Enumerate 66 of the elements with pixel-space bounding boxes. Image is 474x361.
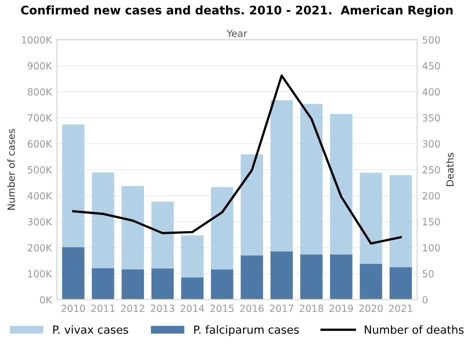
y-tick-label: 200K	[28, 244, 52, 252]
bar	[300, 254, 323, 300]
y2-tick-label: 250	[422, 166, 440, 174]
y-tick-label: 1000K	[22, 36, 52, 44]
bar	[270, 252, 293, 300]
x-tick-label: 2020	[359, 304, 383, 312]
y-axis-title: Number of cases	[7, 129, 15, 210]
x-tick-label: 2012	[121, 304, 144, 312]
bar	[122, 186, 144, 270]
x-tick-label: 2016	[240, 304, 264, 312]
bar	[92, 172, 114, 268]
legend-label: Number of deaths	[364, 325, 464, 334]
bar	[390, 267, 412, 300]
x-tick-label: 2015	[210, 304, 234, 312]
bar	[240, 154, 264, 256]
y-tick-label: 500K	[28, 166, 52, 174]
bar	[360, 264, 382, 300]
y-tick-label: 400K	[28, 192, 52, 200]
y2-tick-label: 500	[422, 36, 440, 44]
x-tick-label: 2010	[62, 304, 85, 312]
y2-tick-label: 150	[423, 218, 440, 226]
legend-label: P. vivax cases	[53, 325, 128, 334]
y-tick-label: 700K	[28, 114, 52, 122]
x-axis-title: Year	[226, 30, 248, 38]
bar	[181, 235, 204, 278]
bar	[300, 104, 323, 254]
x-tick-label: 2018	[300, 304, 324, 312]
y2-axis-title: Deaths	[446, 152, 454, 186]
bar	[240, 255, 264, 300]
legend-label: P. falciparum cases	[194, 325, 299, 336]
bar	[62, 247, 84, 300]
x-tick-label: 2014	[180, 304, 204, 312]
y-tick-label: 600K	[28, 140, 52, 148]
bar	[122, 269, 144, 300]
bar	[92, 268, 114, 300]
x-tick-label: 2019	[330, 304, 353, 312]
y2-tick-label: 450	[422, 62, 440, 70]
y-tick-label: 100K	[28, 270, 52, 278]
y2-tick-label: 50	[422, 270, 434, 278]
bar	[62, 124, 84, 248]
x-tick-label: 2011	[91, 304, 114, 312]
y2-tick-label: 400	[422, 88, 440, 96]
bar	[151, 268, 174, 300]
y2-tick-label: 350	[422, 114, 440, 122]
bar	[330, 254, 352, 300]
y-tick-label: 0K	[40, 296, 52, 304]
y2-tick-label: 0	[422, 296, 428, 304]
bar	[210, 187, 234, 270]
y-tick-label: 900K	[28, 62, 52, 70]
bar	[210, 269, 234, 300]
line-series	[72, 74, 402, 245]
bar	[330, 114, 352, 254]
y2-tick-label: 300	[422, 140, 440, 148]
y2-tick-label: 100	[423, 244, 440, 252]
bar	[390, 175, 412, 268]
y2-tick-label: 200	[422, 192, 440, 200]
chart-title: Confirmed new cases and deaths. 2010 - 2021. American Region	[21, 5, 453, 17]
x-tick-label: 2021	[389, 304, 412, 312]
y-tick-label: 800K	[28, 88, 52, 96]
bar	[181, 278, 204, 300]
x-tick-label: 2013	[150, 304, 174, 312]
x-tick-label: 2017	[270, 304, 294, 312]
y-tick-label: 300K	[28, 218, 52, 226]
bar	[270, 100, 293, 252]
bar	[151, 202, 174, 268]
bar	[360, 172, 382, 264]
